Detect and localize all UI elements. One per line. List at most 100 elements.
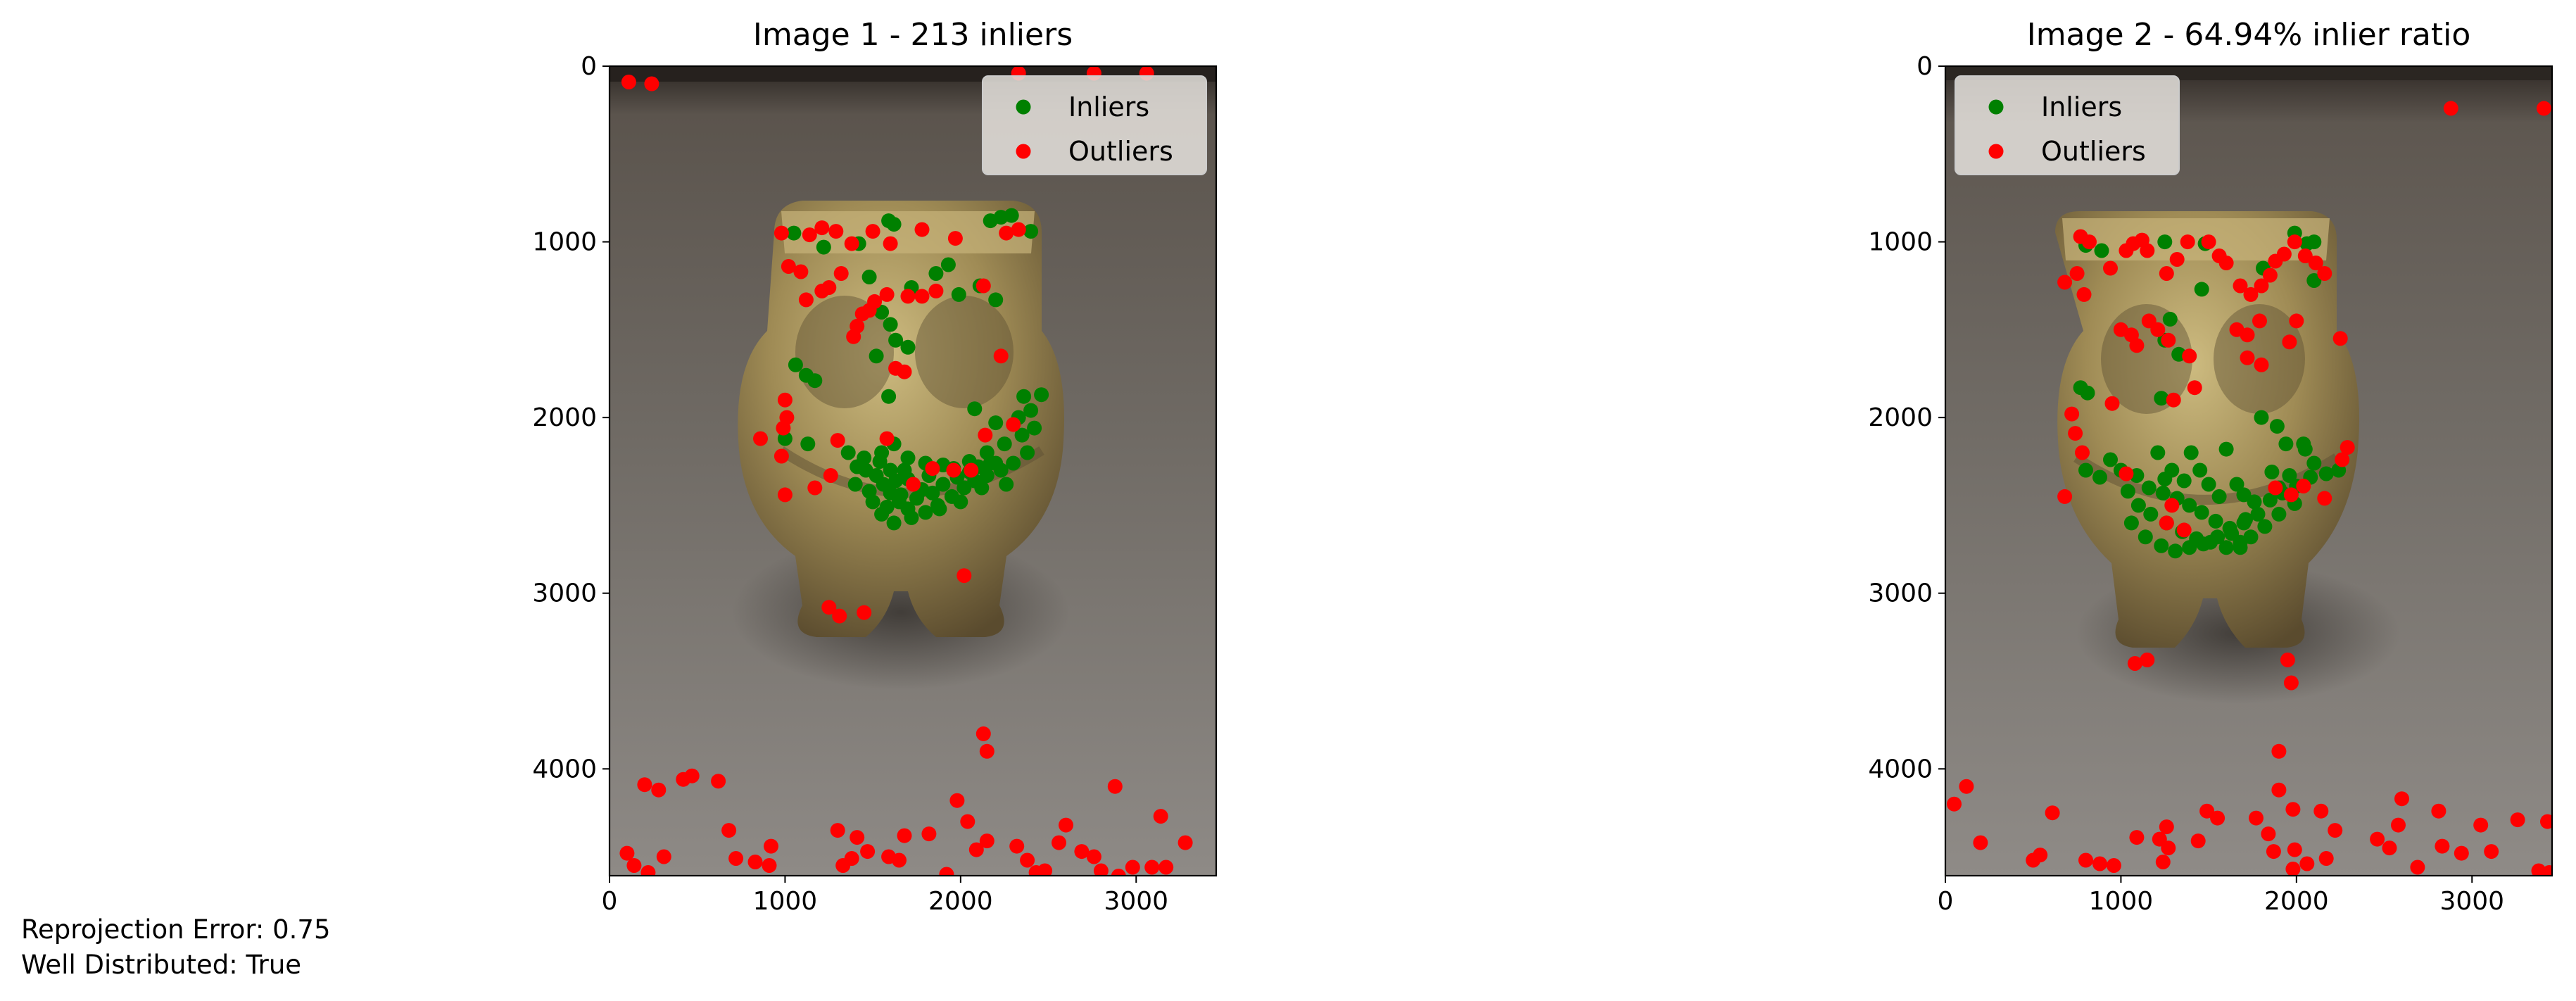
outlier-point [993, 348, 1009, 364]
outlier-point [1107, 779, 1123, 794]
inlier-point [861, 270, 877, 284]
inlier-point [2138, 529, 2153, 545]
outlier-point [807, 480, 823, 496]
outlier-point [2057, 489, 2073, 504]
outlier-point [2473, 817, 2489, 833]
outlier-point [2075, 445, 2090, 460]
outlier-point [857, 605, 872, 620]
outlier-point [939, 867, 954, 876]
inlier-point [2229, 477, 2244, 492]
x-tick-label: 0 [602, 887, 618, 916]
outlier-point [2161, 332, 2176, 348]
inlier-point [999, 477, 1014, 492]
outlier-point [2104, 396, 2120, 411]
outlier-point [1153, 809, 1168, 824]
outlier-point [2240, 350, 2255, 365]
inlier-point [888, 332, 904, 348]
outlier-point [2249, 810, 2264, 826]
outlier-point [651, 782, 667, 798]
outlier-point [1009, 838, 1025, 854]
outlier-point [1052, 835, 1066, 850]
inlier-point [2182, 540, 2197, 555]
inlier-point [2238, 512, 2253, 527]
outlier-point [900, 289, 916, 304]
inlier-point [956, 480, 972, 496]
inlier-point [918, 505, 933, 520]
outlier-point [2078, 852, 2093, 868]
inlier-point [928, 266, 944, 281]
outlier-point [762, 858, 777, 873]
outlier-point [1959, 779, 1974, 794]
outlier-point [1125, 860, 1140, 875]
outlier-point [2240, 327, 2255, 343]
outlier-point [814, 283, 830, 298]
legend-label-inliers: Inliers [2041, 92, 2122, 122]
inlier-point [909, 491, 924, 506]
outlier-point [2283, 675, 2299, 691]
outlier-point [2308, 256, 2323, 270]
outlier-point [2243, 287, 2259, 302]
outlier-point [2254, 278, 2269, 294]
inlier-point [988, 415, 1004, 431]
outlier-point [879, 431, 895, 446]
outlier-point [721, 823, 737, 838]
outlier-point [1093, 863, 1109, 876]
inlier-point [886, 217, 902, 232]
outlier-point [753, 431, 768, 446]
outlier-point [2129, 338, 2145, 353]
inlier-point [847, 477, 863, 492]
outlier-point [1037, 863, 1053, 876]
legend-box [1955, 75, 2180, 175]
inlier-point [2236, 487, 2252, 503]
outlier-point [2140, 243, 2155, 258]
inlier-point [1027, 420, 1042, 436]
outlier-point [2435, 838, 2450, 854]
inlier-point [807, 373, 823, 389]
outlier-point [979, 833, 995, 849]
outlier-point [774, 225, 789, 241]
inlier-point [2269, 419, 2285, 434]
outlier-point [2313, 803, 2329, 819]
outlier-point [711, 774, 726, 789]
outlier-point [956, 568, 972, 584]
y-tick-label: 2000 [532, 403, 597, 432]
inlier-point [2094, 243, 2109, 258]
series-outliers-image-2 [1947, 101, 2552, 876]
outlier-point [774, 448, 789, 464]
outlier-point [2382, 841, 2397, 856]
inlier-point [988, 292, 1004, 308]
outlier-point [644, 76, 659, 92]
inlier-point [883, 317, 898, 332]
outlier-point [947, 231, 963, 246]
inlier-point [2103, 452, 2118, 467]
outlier-point [2076, 287, 2092, 302]
y-tick-label: 4000 [1868, 755, 1933, 783]
outlier-point [1177, 835, 1193, 850]
outlier-point [2431, 803, 2446, 819]
inlier-point [888, 473, 904, 489]
inlier-point [2264, 465, 2280, 479]
outlier-point [1020, 852, 1035, 868]
inlier-point [2306, 455, 2322, 471]
outlier-point [777, 487, 793, 503]
outlier-point [821, 600, 837, 615]
outlier-point [2261, 826, 2276, 842]
inlier-point [816, 239, 831, 255]
outlier-point [2299, 856, 2315, 871]
inlier-point [786, 225, 802, 241]
outlier-point [2287, 842, 2302, 857]
outlier-point [960, 814, 976, 829]
inlier-point [2168, 543, 2183, 559]
outlier-point [1144, 860, 1160, 875]
outlier-point [854, 306, 870, 322]
inlier-point [953, 494, 968, 510]
inlier-point [2176, 473, 2192, 489]
inlier-point [2182, 498, 2197, 513]
outlier-point [833, 266, 849, 281]
reprojection-error-text: Reprojection Error: 0.75 [21, 914, 331, 945]
outlier-point [2082, 234, 2097, 250]
outlier-point [914, 222, 930, 237]
outlier-point [999, 225, 1014, 241]
legend-box [982, 75, 1207, 175]
outlier-point [860, 844, 876, 860]
